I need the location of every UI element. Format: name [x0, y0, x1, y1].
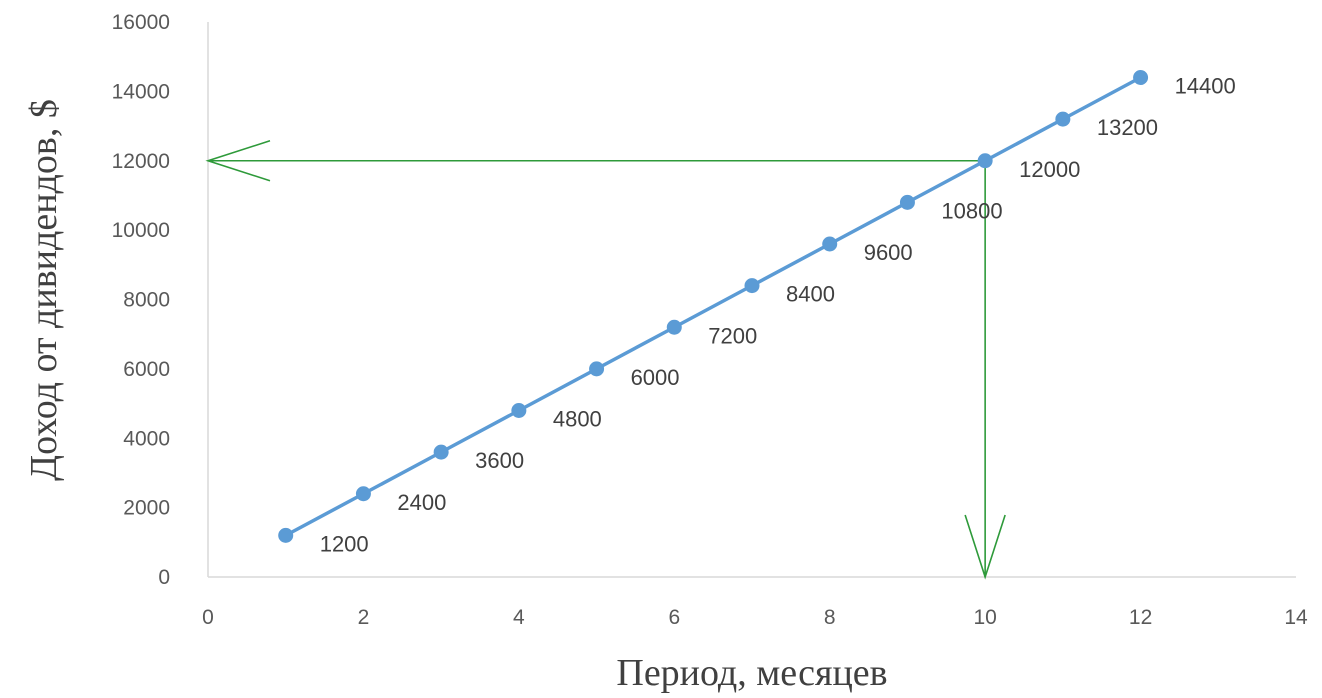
y-tick-label: 16000 — [112, 11, 170, 34]
x-tick-label: 0 — [202, 606, 214, 629]
y-tick-label: 4000 — [123, 427, 170, 450]
y-tick-label: 2000 — [123, 497, 170, 520]
data-label: 2400 — [397, 490, 446, 515]
data-point — [589, 361, 605, 377]
data-point — [1055, 111, 1071, 127]
data-point — [433, 444, 449, 460]
data-labels: 1200 2400 3600 4800 6000 7200 8400 9600 10800 120… — [320, 74, 1236, 557]
y-tick-label: 10000 — [112, 219, 170, 242]
data-label: 14400 — [1175, 74, 1236, 99]
x-tick-label: 2 — [358, 606, 370, 629]
x-tick-label: 14 — [1284, 606, 1308, 629]
x-tick-label: 6 — [668, 606, 680, 629]
y-tick-label: 0 — [158, 566, 170, 589]
y-tick-labels: 0 2000 4000 6000 8000 10000 12000 14000 16000 — [112, 11, 170, 589]
annotation-arrowhead — [205, 139, 271, 182]
data-label: 3600 — [475, 448, 524, 473]
data-point — [355, 486, 371, 502]
x-tick-label: 10 — [973, 606, 996, 629]
data-point — [977, 153, 993, 169]
data-point — [511, 403, 527, 418]
y-tick-label: 8000 — [123, 289, 170, 312]
x-axis-title: Период, месяцев — [616, 652, 887, 694]
y-axis-title: Доход от дивидендов, $ — [23, 99, 65, 481]
data-label: 1200 — [320, 531, 369, 556]
data-label: 6000 — [631, 365, 680, 390]
annotation-arrowhead — [964, 514, 1006, 580]
data-label: 12000 — [1019, 157, 1080, 182]
series-line-group — [284, 75, 1142, 537]
data-point — [822, 236, 838, 252]
x-tick-label: 4 — [513, 606, 525, 629]
y-tick-label: 12000 — [112, 150, 170, 173]
series-line — [284, 75, 1142, 537]
y-tick-label: 6000 — [123, 358, 170, 381]
data-point — [744, 278, 760, 294]
data-point — [666, 319, 682, 335]
data-label: 7200 — [708, 323, 757, 348]
data-points — [278, 70, 1149, 543]
x-tick-label: 12 — [1129, 606, 1152, 629]
data-point — [1133, 70, 1149, 85]
data-label: 8400 — [786, 282, 835, 307]
data-point — [899, 194, 915, 210]
data-label: 9600 — [864, 240, 913, 265]
x-tick-label: 8 — [824, 606, 836, 629]
x-tick-labels: 0 2 4 6 8 10 12 14 — [202, 606, 1308, 629]
annotation-arrows — [205, 139, 1006, 580]
data-point — [278, 527, 294, 543]
y-tick-label: 14000 — [112, 80, 170, 103]
data-label: 10800 — [941, 198, 1002, 223]
data-label: 13200 — [1097, 115, 1158, 140]
data-label: 4800 — [553, 407, 602, 432]
